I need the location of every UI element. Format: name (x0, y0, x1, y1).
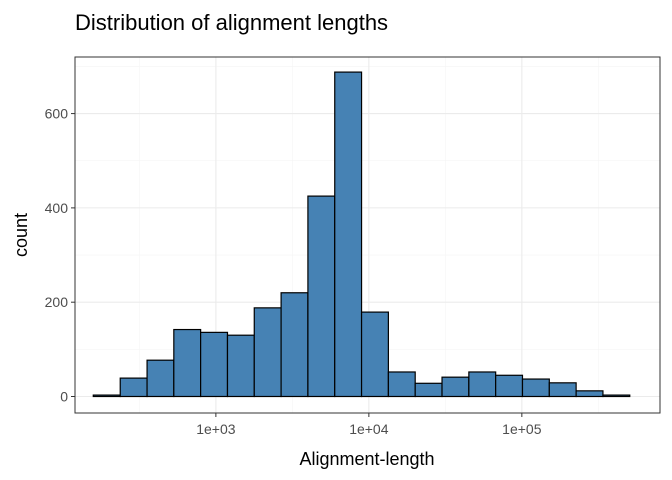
panel-border (74, 56, 661, 414)
chart-title: Distribution of alignment lengths (75, 10, 388, 35)
histogram-bar (119, 377, 148, 398)
y-tick-label: 400 (45, 200, 69, 216)
x-tick-label: 1e+05 (502, 421, 542, 437)
histogram-bar (253, 307, 282, 398)
y-tick-label: 600 (45, 106, 69, 122)
y-tick-label: 0 (60, 388, 68, 404)
histogram-bar (387, 371, 416, 398)
x-tick-label: 1e+04 (349, 421, 389, 437)
histogram-bar (548, 382, 577, 398)
histogram-bar (334, 71, 363, 398)
histogram-bar (602, 394, 631, 398)
histogram-bar (468, 371, 497, 398)
histogram-bar (280, 292, 309, 398)
histogram-bar (495, 374, 524, 398)
histogram-bar (92, 394, 121, 398)
x-axis-title: Alignment-length (299, 449, 434, 469)
x-tick-label: 1e+03 (196, 421, 236, 437)
y-axis-title: count (11, 213, 31, 257)
histogram-bar (414, 382, 443, 398)
histogram-bar (146, 359, 175, 398)
histogram-bar (307, 195, 336, 398)
histogram-bar (360, 311, 389, 398)
y-tick-label: 200 (45, 294, 69, 310)
x-axis-ticks: 1e+03 1e+04 1e+05 (196, 413, 542, 437)
histogram-bar (575, 390, 604, 398)
histogram-bar (173, 328, 202, 398)
histogram-bar (441, 376, 470, 398)
histogram-bar (200, 331, 229, 398)
histogram-bars (92, 71, 631, 398)
y-axis-ticks: 0 200 400 600 (45, 106, 75, 404)
histogram-bar (521, 378, 550, 398)
histogram-bar (226, 334, 255, 398)
